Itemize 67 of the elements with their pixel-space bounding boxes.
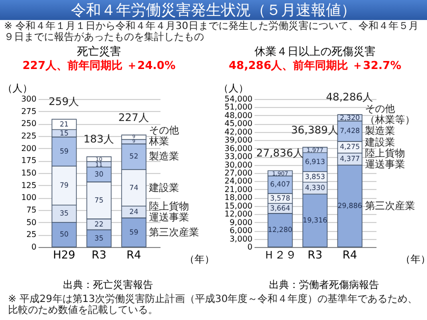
y-tick-label: 24,000 [224,176,252,186]
y-tick-label: 250 [21,119,36,128]
series-label: 林業 [148,136,170,148]
y-tick-label: 33,000 [224,152,252,162]
y-tick-label: 6,000 [230,226,252,236]
total-label: 227人 [118,112,150,124]
chart-subtitle: 227人、前年同期比 ＋24.0% [22,59,176,72]
series-label: その他（林業等） [365,103,416,126]
text: ※ 令和４年１月１日から令和４年４月30日までに発生した労働災害について、令和４年５月９日までに報告があったものを集計したもの [3,20,420,44]
series-label: 陸上貨物運送事業 [149,200,190,224]
total-label: 48,286人 [326,92,374,104]
series-label: 建設業 [148,182,180,194]
y-tick-label: 0 [31,242,36,252]
y-tick-label: 3,000 [230,234,252,244]
x-axis-title: （年） [184,254,214,266]
y-tick-label: 300 [21,94,36,104]
series-label: 製造業 [365,125,396,138]
y-tick-label: 175 [21,156,36,166]
series-label: 第三次産業 [149,226,200,238]
y-tick-label: 45,000 [224,119,252,128]
y-tick-label: 48,000 [224,110,252,120]
series-label: 第三次産業 [365,200,416,212]
y-tick-label: 125 [21,180,36,190]
y-tick-label: 51,000 [224,102,252,112]
source-note: 出典：死亡災害報告 [62,278,154,292]
y-tick-label: 54,000 [224,94,252,104]
y-tick-label: 39,000 [224,136,252,145]
y-tick-label: 100 [21,193,36,202]
y-tick-label: 21,000 [224,184,252,194]
text: 令和４年労働災害発生状況（５月速報値） [0,0,427,20]
y-tick-label: 18,000 [224,193,252,202]
chart-subtitle: 48,286人、前年同期比 ＋32.7% [228,59,402,72]
text: ※ 平成29年は第13次労働災害防止計画（平成30年度～令和４年度）の基準年であるため、比較のため数値を記載している。 [7,293,419,317]
y-axis-title: （人） [2,84,32,94]
series-label: 陸上貨物運送事業 [365,148,406,171]
chart-title: 休業４日以上の死傷災害 [254,45,376,58]
x-tick-label: R3 [308,248,322,262]
total-label: 183人 [83,134,115,146]
x-tick-label: R4 [342,248,358,262]
y-tick-label: 275 [21,106,36,116]
y-tick-label: 50 [26,218,36,227]
y-tick-label: 42,000 [224,127,252,136]
x-tick-label: R3 [92,248,106,262]
series-label: 建設業 [364,136,396,149]
bar [121,134,146,140]
y-tick-label: 200 [21,144,36,153]
series-label: その他 [149,124,180,137]
y-axis-title: （人） [218,84,248,94]
source-note: 出典：労働者死傷病報告 [268,278,380,292]
y-tick-label: 36,000 [224,144,252,153]
y-tick-label: 150 [21,168,36,178]
y-tick-label: 27,000 [224,168,252,178]
y-tick-label: 15,000 [224,201,252,210]
x-tick-label: R4 [126,248,142,262]
y-tick-label: 0 [247,242,252,252]
y-tick-label: 75 [26,206,36,214]
y-tick-label: 25 [26,230,36,240]
x-tick-label: Ｈ２９ [264,248,297,262]
x-tick-label: H29 [53,248,76,262]
x-axis-title: （年） [400,254,427,266]
series-label: 製造業 [149,150,180,163]
y-tick-label: 30,000 [224,160,252,170]
y-tick-label: 9,000 [230,218,252,227]
y-tick-label: 225 [21,132,36,140]
chart-title: 死亡災害 [77,45,121,58]
y-tick-label: 12,000 [224,210,252,219]
total-label: 259人 [48,96,80,108]
